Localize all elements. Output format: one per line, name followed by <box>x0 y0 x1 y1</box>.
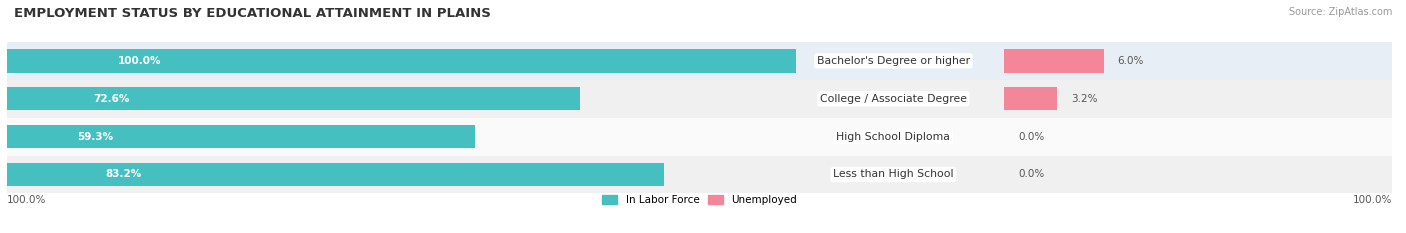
Bar <box>7 87 581 110</box>
Bar <box>7 125 475 148</box>
Bar <box>1004 87 1057 110</box>
Text: 6.0%: 6.0% <box>1118 56 1144 66</box>
Text: Source: ZipAtlas.com: Source: ZipAtlas.com <box>1288 7 1392 17</box>
Bar <box>7 163 664 186</box>
Text: 3.2%: 3.2% <box>1071 94 1098 104</box>
Legend: In Labor Force, Unemployed: In Labor Force, Unemployed <box>598 191 801 209</box>
Text: Bachelor's Degree or higher: Bachelor's Degree or higher <box>817 56 970 66</box>
Text: High School Diploma: High School Diploma <box>837 132 950 142</box>
Bar <box>7 42 1392 80</box>
Text: Less than High School: Less than High School <box>834 169 953 179</box>
Text: 83.2%: 83.2% <box>105 169 142 179</box>
Text: 100.0%: 100.0% <box>7 195 46 205</box>
Text: 100.0%: 100.0% <box>1353 195 1392 205</box>
Text: 0.0%: 0.0% <box>1018 132 1045 142</box>
Bar <box>7 118 1392 156</box>
Text: 59.3%: 59.3% <box>77 132 114 142</box>
Bar <box>7 49 796 73</box>
Bar <box>1004 49 1104 73</box>
Text: College / Associate Degree: College / Associate Degree <box>820 94 967 104</box>
Bar <box>7 80 1392 118</box>
Bar <box>7 156 1392 193</box>
Text: 100.0%: 100.0% <box>118 56 162 66</box>
Text: 0.0%: 0.0% <box>1018 169 1045 179</box>
Text: 72.6%: 72.6% <box>93 94 129 104</box>
Text: EMPLOYMENT STATUS BY EDUCATIONAL ATTAINMENT IN PLAINS: EMPLOYMENT STATUS BY EDUCATIONAL ATTAINM… <box>14 7 491 20</box>
